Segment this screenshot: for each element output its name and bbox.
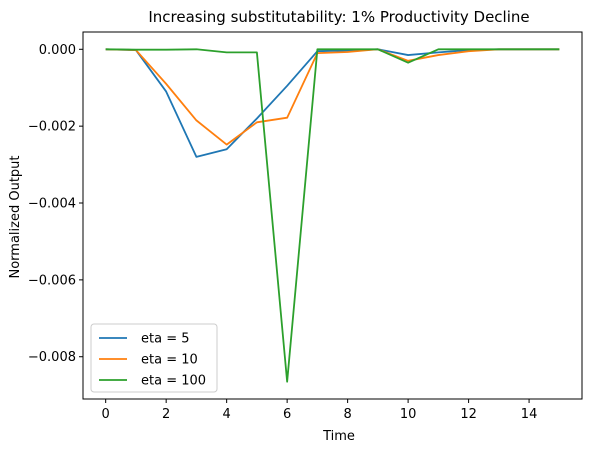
plot-frame <box>82 31 583 400</box>
axis-ticks: 0 2 4 6 8 10 12 14 0.000 −0.002 −0.004 −0.006 −0.008 <box>28 43 537 422</box>
x-tick-label: 0 <box>102 407 110 422</box>
x-tick-label: 12 <box>460 407 477 422</box>
y-tick-label: 0.000 <box>39 43 76 58</box>
legend-label: eta = 5 <box>141 332 190 347</box>
series-line-1 <box>105 48 560 158</box>
legend-label: eta = 10 <box>141 353 198 368</box>
y-axis-label: Normalized Output <box>8 155 23 278</box>
series-line-3 <box>105 48 560 383</box>
y-tick-label: −0.008 <box>28 350 76 365</box>
x-tick-label: 10 <box>400 407 417 422</box>
x-tick-label: 14 <box>521 407 538 422</box>
x-axis-label: Time <box>322 429 355 444</box>
legend: eta = 5 eta = 10 eta = 100 <box>90 323 218 393</box>
x-tick-label: 8 <box>343 407 351 422</box>
x-tick-label: 2 <box>162 407 170 422</box>
series-line-2 <box>105 48 560 146</box>
y-tick-label: −0.006 <box>28 273 76 288</box>
legend-box <box>90 323 218 393</box>
y-tick-label: −0.004 <box>28 197 76 212</box>
y-tick-label: −0.002 <box>28 120 76 135</box>
x-tick-label: 6 <box>283 407 291 422</box>
chart-title: Increasing substitutability: 1% Producti… <box>148 8 529 26</box>
x-tick-label: 4 <box>223 407 231 422</box>
plot-lines <box>105 48 560 383</box>
legend-label: eta = 100 <box>141 374 206 389</box>
